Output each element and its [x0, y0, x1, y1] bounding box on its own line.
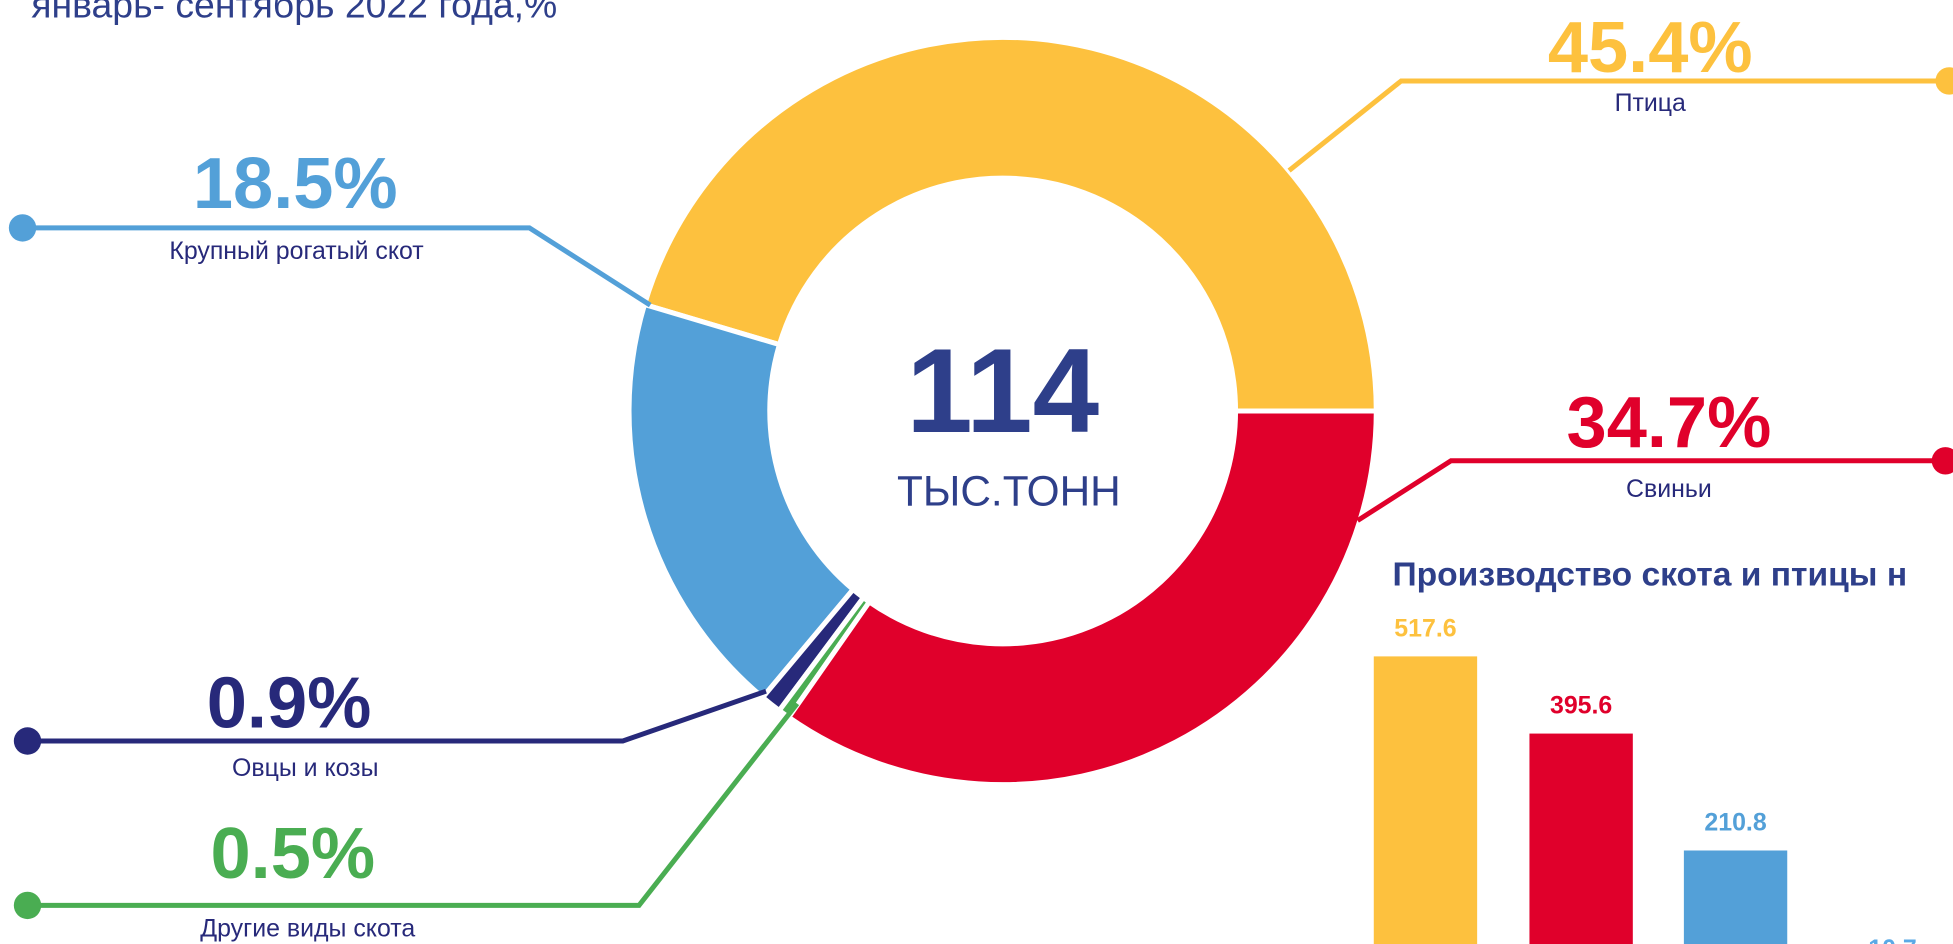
total-value: 114: [906, 325, 1099, 458]
percent-label: 0.9%: [207, 663, 372, 743]
percent-label: 18.5%: [193, 144, 398, 224]
category-label: Птица: [1615, 89, 1686, 117]
leader-dot: [1931, 447, 1953, 475]
category-label: Другие виды скота: [200, 915, 415, 943]
bar-value-label: 10.7: [1868, 935, 1916, 944]
leader-dot: [13, 891, 42, 920]
leader-dot: [13, 727, 42, 755]
leader-line: [1356, 458, 1946, 523]
bar-value-label: 517.6: [1394, 614, 1456, 642]
bar-value-label: 395.6: [1550, 692, 1612, 720]
bar: [1683, 850, 1788, 944]
leader-dot: [8, 214, 37, 242]
percent-label: 34.7%: [1567, 383, 1772, 463]
bar: [1373, 656, 1478, 944]
leader-line: [27, 688, 767, 744]
leader-dot: [1935, 67, 1953, 95]
donut-slice: [785, 408, 1379, 788]
bar-value-label: 210.8: [1704, 809, 1766, 837]
leader-line: [1287, 78, 1950, 173]
leader-line: [27, 702, 800, 908]
percent-label: 45.4%: [1548, 8, 1753, 88]
category-label: Крупный рогатый скот: [169, 237, 423, 265]
total-label: ТЫС.ТОНН: [897, 468, 1121, 515]
percent-label: 0.5%: [210, 814, 375, 894]
leader-line: [22, 225, 652, 308]
category-label: Свиньи: [1626, 475, 1712, 503]
category-label: Овцы и козы: [232, 754, 379, 782]
donut-slice: [641, 34, 1379, 414]
bar: [1529, 733, 1633, 944]
bar-title: Производство скота и птицы н: [1392, 556, 1907, 593]
pie-title: январь- сентябрь 2022 года,%: [31, 0, 557, 25]
